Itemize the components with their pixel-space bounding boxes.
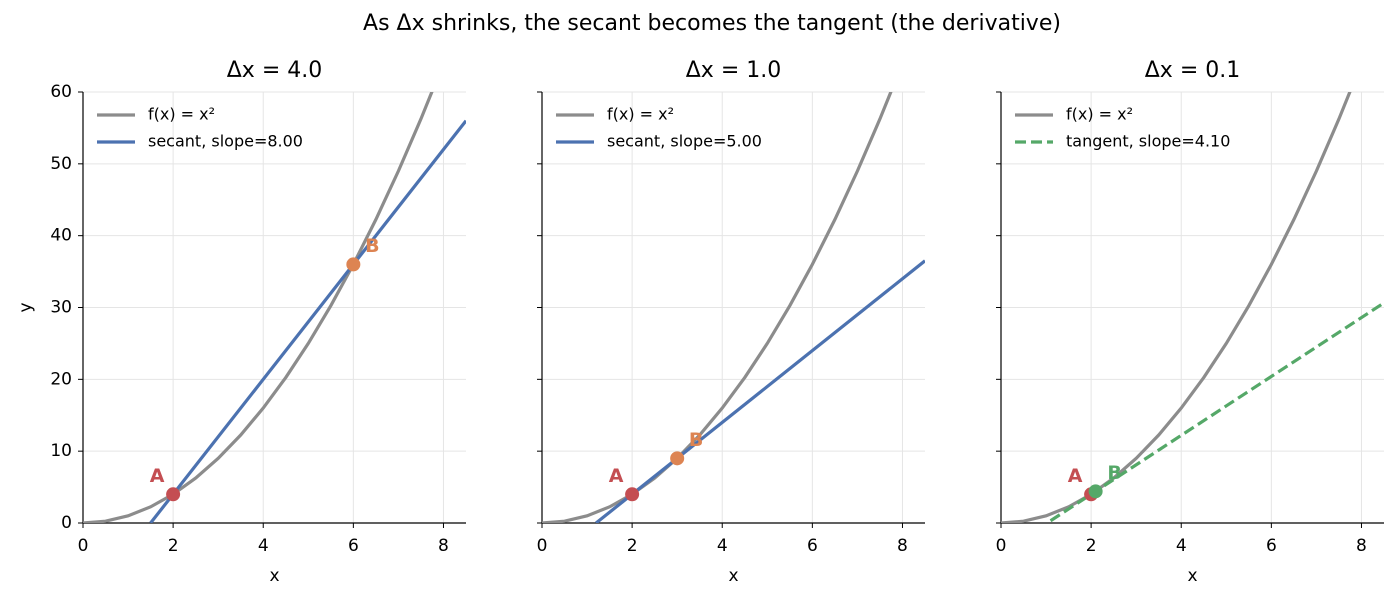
point-label: A: [150, 465, 165, 487]
series-line: [542, 92, 893, 523]
x-tick-label: 2: [627, 536, 638, 556]
y-axis-label: y: [16, 302, 36, 312]
point-label: B: [689, 429, 703, 451]
y-tick-label: 40: [50, 226, 72, 246]
plot-area: [542, 92, 925, 523]
x-tick-label: 6: [348, 536, 359, 556]
x-axis-label: x: [728, 566, 738, 586]
legend-label: f(x) = x²: [148, 105, 215, 124]
legend-label: secant, slope=5.00: [607, 132, 762, 151]
axes-title: Δx = 0.1: [1145, 58, 1240, 83]
y-tick-label: 10: [50, 441, 72, 461]
x-tick-label: 4: [717, 536, 728, 556]
y-tick-label: 60: [50, 82, 72, 102]
point-label: B: [1107, 462, 1121, 484]
x-tick-label: 6: [1266, 536, 1277, 556]
series-line: [83, 92, 434, 523]
legend-label: f(x) = x²: [1066, 105, 1133, 124]
x-tick-label: 8: [438, 536, 449, 556]
y-tick-label: 20: [50, 369, 72, 389]
plot-area: [1001, 92, 1384, 523]
axes-title: Δx = 1.0: [686, 58, 781, 83]
x-tick-label: 8: [897, 536, 908, 556]
x-tick-label: 0: [996, 536, 1007, 556]
series-line: [1001, 92, 1352, 523]
point: [346, 257, 361, 272]
legend-label: tangent, slope=4.10: [1066, 132, 1230, 151]
x-tick-label: 4: [1176, 536, 1187, 556]
series-line: [1049, 301, 1384, 523]
x-tick-label: 2: [1086, 536, 1097, 556]
x-tick-label: 4: [258, 536, 269, 556]
x-tick-label: 8: [1356, 536, 1367, 556]
x-tick-label: 0: [78, 536, 89, 556]
x-axis-label: x: [269, 566, 279, 586]
point-label: A: [1068, 465, 1083, 487]
point: [1088, 484, 1103, 499]
x-tick-label: 2: [168, 536, 179, 556]
axes-title: Δx = 4.0: [227, 58, 322, 83]
legend-label: secant, slope=8.00: [148, 132, 303, 151]
y-tick-label: 0: [61, 513, 72, 533]
point-label: A: [609, 465, 624, 487]
legend-label: f(x) = x²: [607, 105, 674, 124]
point: [670, 451, 685, 466]
series-line: [595, 259, 925, 523]
y-tick-label: 30: [50, 298, 72, 318]
x-tick-label: 6: [807, 536, 818, 556]
plot-area: [83, 92, 466, 523]
x-axis-label: x: [1187, 566, 1197, 586]
point: [166, 487, 181, 502]
series-line: [149, 119, 466, 523]
x-tick-label: 0: [537, 536, 548, 556]
figure-title: As Δx shrinks, the secant becomes the ta…: [363, 11, 1061, 36]
y-tick-label: 50: [50, 154, 72, 174]
point: [625, 487, 640, 502]
point-label: B: [365, 235, 379, 257]
